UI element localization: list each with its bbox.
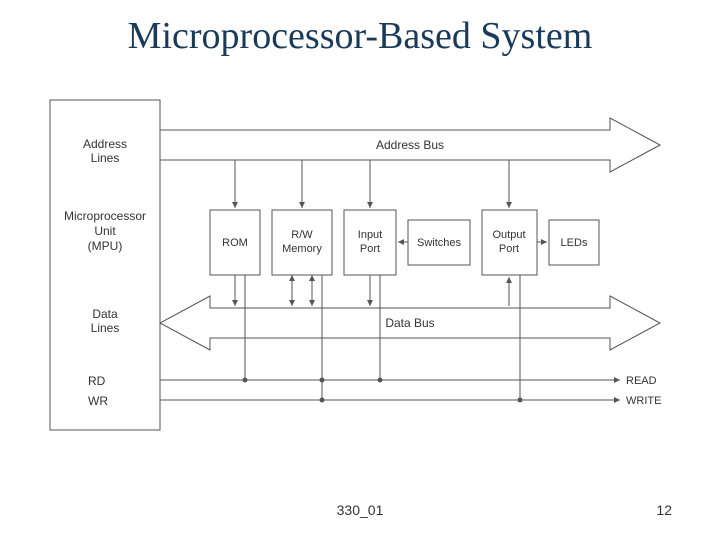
rwmem-label-2: Memory [282, 243, 322, 255]
outport-label-1: Output [492, 229, 525, 241]
mpu-data-lines-2: Lines [91, 321, 120, 335]
write-signal-label: WRITE [626, 395, 661, 407]
rwmem-rd-dot [320, 378, 325, 383]
rwmem-label-1: R/W [291, 229, 313, 241]
outport-label-2: Port [499, 243, 519, 255]
footer-page: 12 [656, 502, 672, 518]
footer-code: 330_01 [0, 502, 720, 518]
system-diagram: Address Lines Microprocessor Unit (MPU) … [40, 90, 680, 460]
mpu-label-1: Microprocessor [64, 209, 146, 223]
mpu-rd-label: RD [88, 374, 106, 388]
rom-rd-dot [243, 378, 248, 383]
inport-label-1: Input [358, 229, 382, 241]
mpu-label-3: (MPU) [88, 239, 123, 253]
switches-label: Switches [417, 237, 462, 249]
mpu-address-lines-2: Lines [91, 151, 120, 165]
address-bus-label: Address Bus [376, 138, 444, 152]
mpu-label-2: Unit [94, 224, 116, 238]
inport-rd-dot [378, 378, 383, 383]
rom-label: ROM [222, 237, 248, 249]
mpu-data-lines-1: Data [92, 307, 118, 321]
outport-wr-dot [518, 398, 523, 403]
page-title: Microprocessor-Based System [0, 14, 720, 58]
mpu-address-lines-1: Address [83, 137, 127, 151]
data-bus-label: Data Bus [385, 316, 434, 330]
read-signal-label: READ [626, 375, 657, 387]
slide: Microprocessor-Based System Address Line… [0, 0, 720, 540]
mpu-wr-label: WR [88, 394, 108, 408]
leds-label: LEDs [561, 237, 588, 249]
inport-label-2: Port [360, 243, 380, 255]
rwmem-wr-dot [320, 398, 325, 403]
